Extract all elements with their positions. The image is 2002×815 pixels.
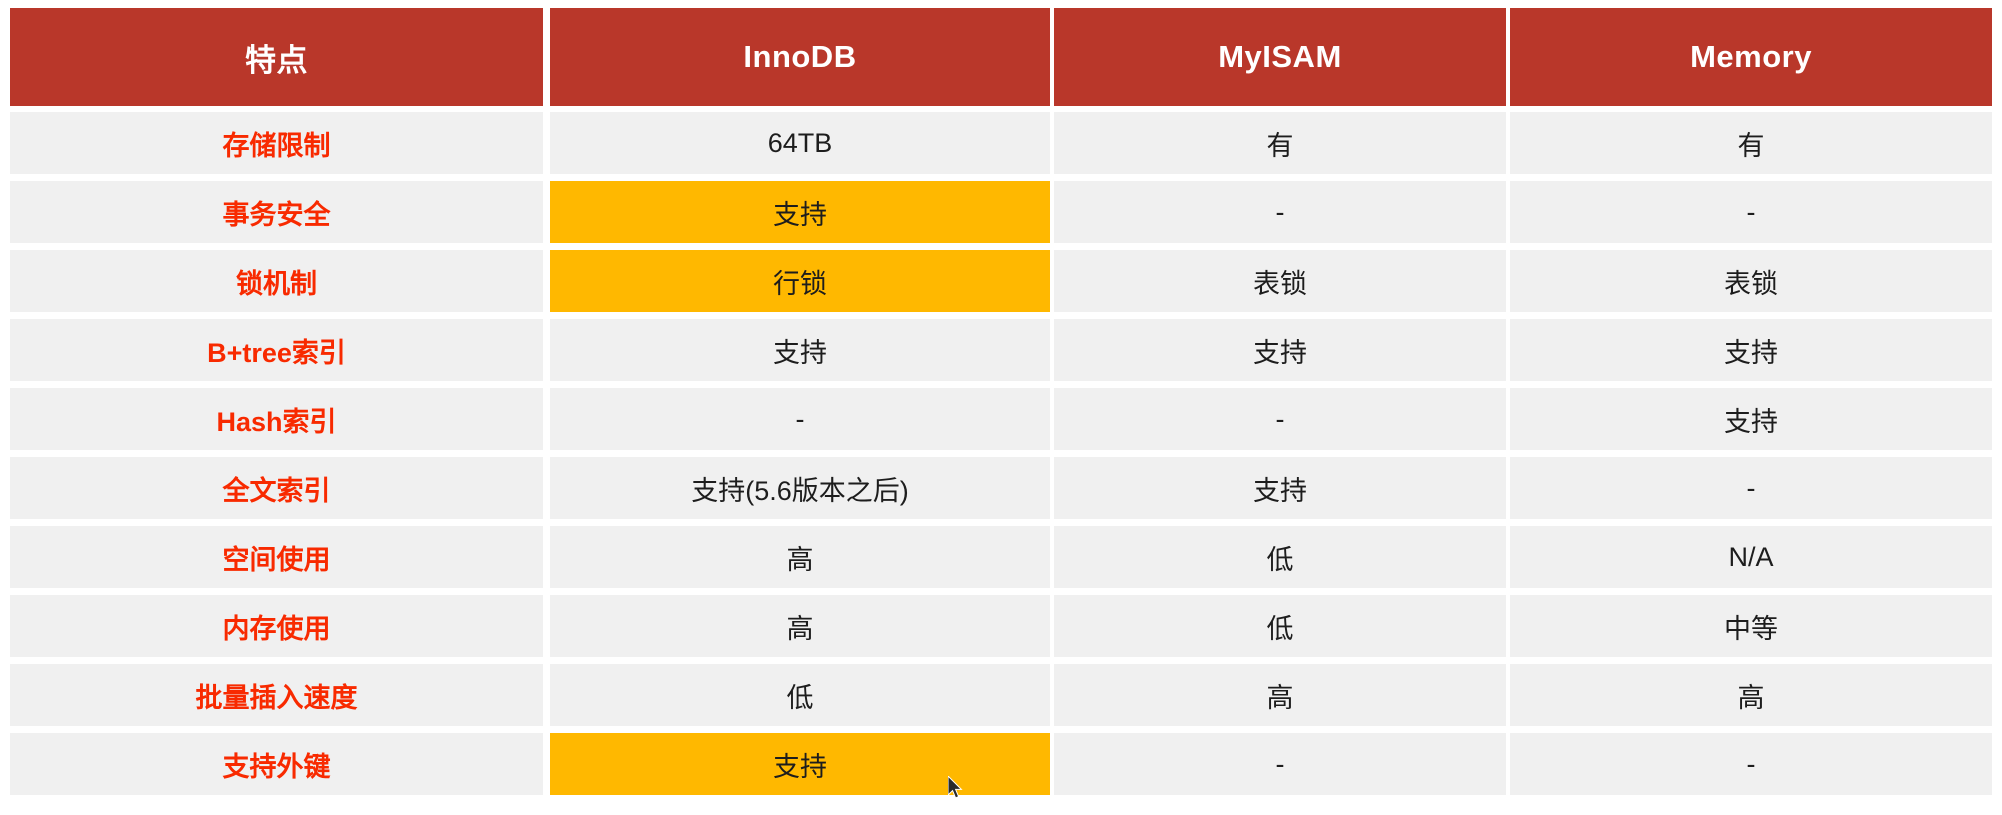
cell-memory: N/A (1510, 526, 1992, 588)
cell-memory: - (1510, 181, 1992, 243)
cell-memory: - (1510, 733, 1992, 795)
cell-myisam: 有 (1054, 112, 1506, 174)
table-row: 存储限制 64TB 有有 (10, 112, 1992, 174)
table-row: Hash索引 - - 支持 (10, 388, 1992, 450)
cell-memory: 表锁 (1510, 250, 1992, 312)
cell-myisam: 支持 (1054, 457, 1506, 519)
cell-innodb: 低 (550, 664, 1050, 726)
feature-label: B+tree索引 (10, 319, 543, 381)
cell-memory: - (1510, 457, 1992, 519)
cell-myisam: 高 (1054, 664, 1506, 726)
table-row: 空间使用高低 N/A (10, 526, 1992, 588)
cell-innodb: 高 (550, 595, 1050, 657)
cell-myisam: - (1054, 388, 1506, 450)
column-header-1: 特点 (10, 8, 543, 106)
feature-label: 全文索引 (10, 457, 543, 519)
cell-myisam: 低 (1054, 526, 1506, 588)
cell-memory: 支持 (1510, 319, 1992, 381)
table-row: 全文索引 支持(5.6版本之后) 支持 - (10, 457, 1992, 519)
feature-label: 存储限制 (10, 112, 543, 174)
feature-label: 支持外键 (10, 733, 543, 795)
table-row: 内存使用高低中等 (10, 595, 1992, 657)
feature-label: Hash索引 (10, 388, 543, 450)
feature-label: 空间使用 (10, 526, 543, 588)
cell-memory: 中等 (1510, 595, 1992, 657)
table-row: 批量插入速度低高高 (10, 664, 1992, 726)
cell-innodb: - (550, 388, 1050, 450)
cell-memory: 有 (1510, 112, 1992, 174)
column-header-4: Memory (1510, 8, 1992, 106)
cell-myisam: 低 (1054, 595, 1506, 657)
table-row: 支持外键 支持 - - (10, 733, 1992, 795)
storage-engine-comparison-table: 特点 InnoDB MyISAM Memory 存储限制 64TB 有有事务安全 支持 - - 锁机… (10, 8, 1992, 802)
cell-innodb: 行锁 (550, 250, 1050, 312)
cell-innodb: 支持(5.6版本之后) (550, 457, 1050, 519)
cell-memory: 高 (1510, 664, 1992, 726)
feature-label: 锁机制 (10, 250, 543, 312)
feature-label: 事务安全 (10, 181, 543, 243)
cell-myisam: - (1054, 733, 1506, 795)
cell-innodb: 支持 (550, 319, 1050, 381)
cell-innodb: 64TB (550, 112, 1050, 174)
cell-innodb: 高 (550, 526, 1050, 588)
feature-label: 内存使用 (10, 595, 543, 657)
cell-innodb: 支持 (550, 733, 1050, 795)
cell-memory: 支持 (1510, 388, 1992, 450)
cell-myisam: 表锁 (1054, 250, 1506, 312)
table-row: B+tree索引 支持 支持 支持 (10, 319, 1992, 381)
column-header-3: MyISAM (1054, 8, 1506, 106)
cell-innodb: 支持 (550, 181, 1050, 243)
table-row: 锁机制 行锁 表锁 表锁 (10, 250, 1992, 312)
cell-myisam: - (1054, 181, 1506, 243)
cell-myisam: 支持 (1054, 319, 1506, 381)
column-header-2: InnoDB (550, 8, 1050, 106)
table-header-row: 特点 InnoDB MyISAM Memory (10, 8, 1992, 106)
feature-label: 批量插入速度 (10, 664, 543, 726)
table-row: 事务安全 支持 - - (10, 181, 1992, 243)
